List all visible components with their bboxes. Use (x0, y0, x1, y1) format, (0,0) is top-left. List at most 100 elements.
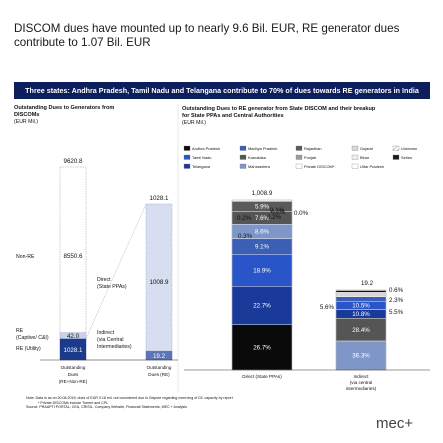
left-category-label: Dues (RE) (148, 372, 170, 377)
bar-non-re (59, 166, 87, 333)
direct-bar-segment-label: 0.1% (270, 207, 285, 214)
legend-label: Tamil Nadu (192, 155, 211, 160)
direct-bar-segment-label: 9.1% (255, 244, 270, 251)
indirect-bar-segment-label: 10.8% (352, 311, 370, 318)
label-re-utility-value: 1028.1 (64, 347, 83, 354)
legend-swatch (295, 163, 303, 169)
right-category-label: Direct (State PPAs) (242, 374, 282, 379)
indirect-bar-segment-label: 5.5% (389, 309, 404, 316)
indirect-bar-segment (335, 340, 387, 371)
legend-label: Uttar Pradesh (360, 164, 384, 169)
legend-swatch (239, 163, 247, 169)
footnote-line-1: Note: Data is as on 20.08.2019; dues of … (26, 396, 233, 400)
direct-bar-total: 1,008.9 (252, 190, 273, 197)
indirect-bar-segment (335, 296, 387, 302)
label-indirect-3: Intermediaries) (97, 344, 132, 350)
legend-swatch (295, 145, 303, 151)
direct-bar-segment-label: 7.6% (255, 215, 270, 222)
legend-swatch (183, 163, 191, 169)
legend-swatch (239, 145, 247, 151)
legend-swatch (295, 154, 303, 160)
footnote: Note: Data is as on 20.08.2019; dues of … (26, 396, 406, 410)
label-non-re: Non-RE (16, 254, 35, 260)
direct-bar-segment-label: 0.2% (237, 215, 252, 222)
left-panel-title-2: DISCOMs (14, 112, 40, 118)
legend-label: Karnataka (248, 155, 267, 160)
label-total-1: 9620.8 (64, 158, 83, 165)
legend-swatch (392, 145, 400, 151)
label-total-2: 1028.1 (150, 195, 169, 202)
indirect-bar-segment-label: 36.3% (352, 353, 370, 360)
direct-bar-segment-label: 5.9% (255, 204, 270, 211)
left-category-label: Outstanding (61, 365, 86, 370)
label-re-utility: RE (Utility) (16, 346, 41, 352)
legend-swatch (351, 163, 359, 169)
legend-swatch (183, 145, 191, 151)
label-indirect-2: (via Central (97, 337, 124, 343)
left-stacked-chart: 1028.1 42.0 8550.6 9620.8 19.2 1008.9 1028.1 Ou… (40, 104, 179, 392)
legend-swatch (351, 154, 359, 160)
right-category-label: intermediaries) (346, 386, 377, 391)
label-non-re-value: 8550.6 (64, 253, 83, 260)
direct-bar-segment-label: 0.0% (271, 209, 286, 216)
left-panel-unit: (EUR Mil.) (14, 119, 38, 125)
footnote-line-2: * Private DISCOMs include Torrent and CP… (38, 400, 109, 405)
legend-label: Telangana (192, 164, 211, 169)
direct-bar-segment-label: 26.7% (253, 345, 271, 352)
label-direct-value: 1008.9 (150, 279, 169, 286)
footnote-line-3: Source: PRAAPTI PORTAL; CEA, CRISIL, Com… (26, 405, 187, 410)
direct-bar-segment-label: 0.2% (267, 214, 282, 221)
indirect-bar-segment-label: 10.5% (352, 303, 370, 310)
left-panel-title-1: Outstanding Dues to Generators from (14, 105, 114, 111)
left-category-label: Outstanding (147, 365, 172, 370)
left-category-label: Dues (68, 372, 79, 377)
legend-swatch (183, 154, 191, 160)
label-direct: Direct (97, 277, 111, 283)
label-re-captive: RE (16, 328, 24, 334)
direct-bar-segment-label: 0.0% (294, 210, 309, 217)
indirect-bar-segment (335, 290, 387, 293)
page-title: DISCOM dues have mounted up to nearly 9.… (14, 22, 400, 49)
right-category-label: (via central (350, 380, 372, 385)
connector-top (85, 203, 147, 339)
direct-bar-segment (231, 254, 293, 287)
right-stacked-chart: 26.7%22.7%18.9%9.1%8.6%7.6%5.9%0.3%0.2%0… (184, 190, 430, 391)
indirect-bar-segment-label: 0.6% (389, 287, 404, 294)
label-indirect: Indirect (97, 330, 115, 336)
right-panel-title-2: for State PPAs and Central Authorities (182, 113, 284, 119)
label-re-captive-value: 42.0 (67, 333, 80, 340)
direct-bar-segment-label: 22.7% (253, 303, 271, 310)
bar-direct (145, 203, 173, 352)
banner: Three states: Andhra Pradesh, Tamil Nadu… (14, 82, 430, 99)
legend-label: Unknown (401, 146, 417, 151)
label-indirect-value: 19.2 (153, 353, 166, 360)
left-category-label: (RE+Non-RE) (59, 379, 88, 384)
right-panel-title-1: Outstanding Dues to RE generator from St… (182, 106, 376, 112)
label-direct-2: (State PPAs) (97, 284, 127, 290)
brand-logo: mec+ (376, 415, 414, 432)
right-panel-unit: (EUR Mil.) (182, 120, 206, 126)
legend: Andhra Pradesh Madhya Pradesh Rajasthan Guj… (183, 145, 417, 169)
indirect-bar-segment-label: 2.3% (389, 297, 404, 304)
legend-label: Gujarat (360, 146, 374, 151)
legend-label: Series (401, 155, 412, 160)
indirect-bar-segment-label: 5.6% (320, 304, 335, 311)
legend-swatch (392, 154, 400, 160)
direct-bar-segment (231, 286, 293, 325)
legend-swatch (351, 145, 359, 151)
direct-bar-segment-label: 18.9% (253, 267, 271, 274)
indirect-bar-total: 19.2 (361, 280, 374, 287)
legend-label: Andhra Pradesh (192, 146, 220, 151)
indirect-bar-segment (335, 292, 387, 297)
direct-bar-segment-label: 0.3% (238, 233, 253, 240)
label-re-captive-2: (Captive/ C&I) (16, 335, 49, 341)
legend-swatch (239, 154, 247, 160)
right-category-label: Indirect (353, 374, 369, 379)
direct-bar-segment-label: 8.6% (255, 229, 270, 236)
legend-label: Madhya Pradesh (248, 146, 277, 151)
legend-label: Maharashtra (248, 164, 271, 169)
legend-label: Punjab (304, 155, 316, 160)
legend-label: Private DISCOM* (304, 164, 335, 169)
legend-label: Rajasthan (304, 146, 322, 151)
